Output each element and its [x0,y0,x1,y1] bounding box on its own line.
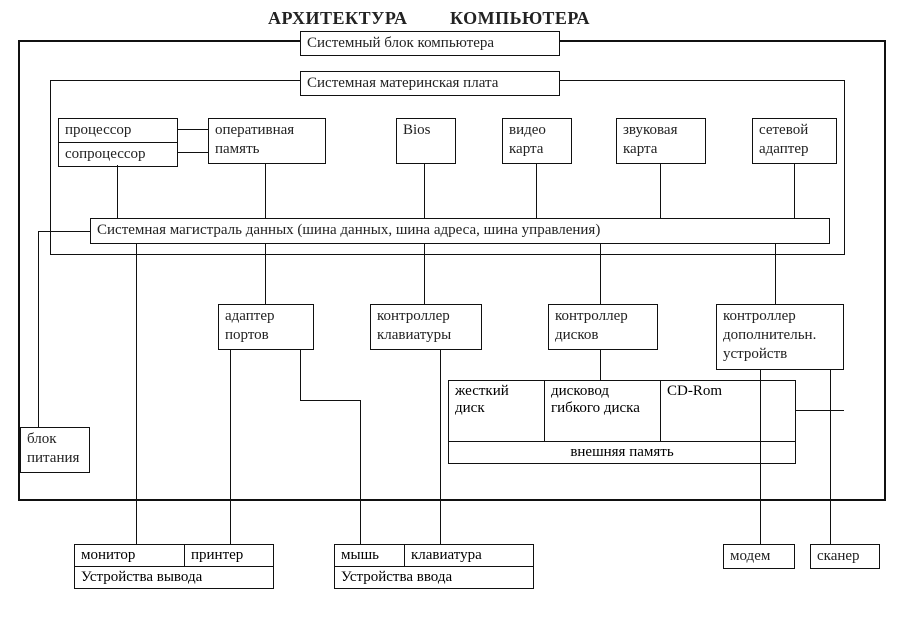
output-devices-label: Устройства вывода [75,567,273,588]
bus-extractrl-line [775,244,776,304]
input-devices-label: Устройства ввода [335,567,533,588]
psu-vline [38,231,39,427]
output-devices-group: монитор принтер Устройства вывода [74,544,274,589]
kb-ctrl-box: контроллер клавиатуры [370,304,482,350]
bus-diskctrl-line [600,244,601,304]
modem-box: модем [723,544,795,569]
bios-bus-line [424,164,425,218]
title-comp: КОМПЬЮТЕРА [450,8,590,29]
net-box: сетевой адаптер [752,118,837,164]
printer-cell: принтер [185,545,273,566]
motherboard-label: Системная материнская плата [300,71,560,96]
disk-ctrl-box: контроллер дисков [548,304,658,350]
kbctrl-keyboard-line [440,350,441,544]
storage-group: жесткий диск дисковод гибкого диска CD-R… [448,380,796,464]
port-printer-line [230,350,231,544]
diagram-canvas: АРХИТЕКТУРА КОМПЬЮТЕРА Системный блок ко… [0,0,904,627]
mouse-cell: мышь [335,545,405,566]
title-arch: АРХИТЕКТУРА [268,8,408,29]
bus-box: Системная магистраль данных (шина данных… [90,218,830,244]
net-bus-line [794,164,795,218]
keyboard-cell: клавиатура [405,545,533,566]
bios-box: Bios [396,118,456,164]
input-devices-group: мышь клавиатура Устройства ввода [334,544,534,589]
system-block-label: Системный блок компьютера [300,31,560,56]
cpu-bus-line [117,165,118,218]
video-monitor-line-a [136,244,137,544]
port-mouse-v [360,400,361,544]
cpu-ram-line-2 [178,152,208,153]
extra-ctrl-box: контроллер дополнительн. устройств [716,304,844,370]
sound-box: звуковая карта [616,118,706,164]
extra-modem-line [760,370,761,544]
extmem-right-line [796,410,844,411]
monitor-cell: монитор [75,545,185,566]
bus-port-line [265,244,266,304]
cpu-box: процессор сопроцессор [58,118,178,167]
video-box: видео карта [502,118,572,164]
extra-scanner-line [830,370,831,544]
cdrom-cell: CD-Rom [661,381,795,441]
ram-bus-line [265,164,266,218]
port-mouse-h [300,400,360,401]
port-adapter-box: адаптер портов [218,304,314,350]
port-branch-line [300,350,301,400]
bus-kbctrl-line [424,244,425,304]
ram-box: оперативная память [208,118,326,164]
cpu-ram-line-1 [178,129,208,130]
ext-mem-cell: внешняя память [449,442,795,463]
scanner-box: сканер [810,544,880,569]
hdd-cell: жесткий диск [449,381,545,441]
bus-left-out-line [38,231,90,232]
video-bus-line [536,164,537,218]
coprocessor-row: сопроцессор [59,143,177,166]
fdd-cell: дисковод гибкого диска [545,381,661,441]
diskctrl-storage-line [600,350,601,380]
cpu-row: процессор [59,119,177,143]
sound-bus-line [660,164,661,218]
psu-box: блок питания [20,427,90,473]
